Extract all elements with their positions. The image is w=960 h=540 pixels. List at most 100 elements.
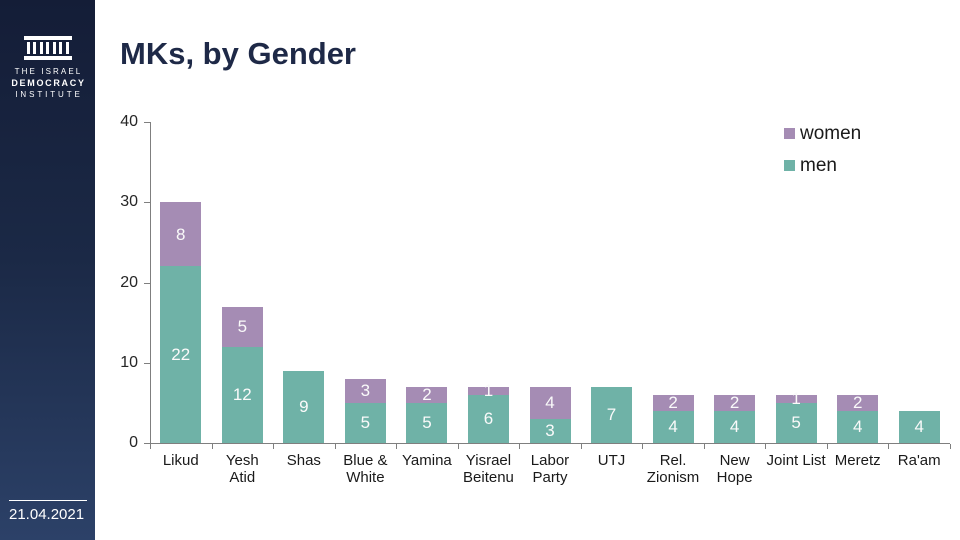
bar-value-label: 3: [360, 381, 371, 401]
y-axis-tick: [144, 122, 150, 123]
bar-women-labor-party: 4: [529, 386, 571, 419]
logo-text-line-1: THE ISRAEL: [14, 67, 83, 76]
bar-value-label: 2: [422, 385, 432, 405]
x-axis-tick: [888, 444, 890, 449]
bar-value-label: 9: [299, 397, 309, 417]
x-axis-line: [150, 443, 950, 444]
x-axis-tick: [457, 444, 459, 449]
bar-value-label: 4: [668, 417, 678, 437]
x-axis-tick: [950, 444, 951, 449]
legend-swatch-men: [784, 160, 795, 171]
x-tick-label-yisrael-beitenu: Yisrael Beitenu: [463, 452, 514, 486]
legend-item-women: women: [784, 123, 861, 144]
bar-women-yesh-atid: 5: [221, 306, 263, 347]
x-axis-tick: [273, 444, 275, 449]
x-axis-tick: [765, 444, 767, 449]
bar-men-joint-list: 5: [775, 402, 817, 443]
logo-text-line-2: DEMOCRACY: [11, 78, 86, 88]
slide-date: 21.04.2021: [9, 500, 87, 523]
bar-value-label: 8: [176, 224, 186, 244]
bar-value-label: 22: [171, 345, 191, 365]
x-axis-tick: [519, 444, 521, 449]
bar-value-label: 2: [729, 393, 740, 413]
x-tick-label-yesh-atid: Yesh Atid: [225, 452, 259, 486]
logo-text-line-3: INSTITUTE: [15, 90, 83, 99]
bar-value-label: 6: [483, 409, 494, 429]
y-tick-label: 10: [120, 353, 138, 371]
x-tick-label-yamina: Yamina: [402, 452, 452, 469]
bar-value-label: 5: [360, 413, 371, 433]
bar-men-meretz: 4: [837, 410, 879, 443]
bar-value-label: 1: [791, 389, 801, 409]
bar-women-yisrael-beitenu: 1: [467, 382, 509, 399]
bar-value-label: 1: [483, 381, 494, 401]
x-axis-tick: [826, 444, 828, 449]
x-tick-label-new-hope: New Hope: [716, 452, 753, 486]
temple-columns: [26, 42, 69, 54]
y-axis-line: [150, 122, 151, 444]
bar-men-rel-zionism: 4: [652, 410, 694, 443]
bar-women-new-hope: 2: [714, 393, 756, 413]
bar-value-label: 4: [729, 417, 740, 437]
bar-women-joint-list: 1: [775, 390, 817, 407]
x-axis-tick: [396, 444, 398, 449]
bar-men-blue-white: 5: [344, 402, 386, 443]
bar-value-label: 2: [668, 393, 678, 413]
x-tick-label-shas: Shas: [286, 452, 321, 469]
y-axis-tick: [144, 282, 150, 284]
bar-value-label: 3: [545, 421, 555, 441]
legend-item-men: men: [784, 155, 837, 176]
bar-men-likud: 22: [160, 266, 202, 443]
temple-columns-icon: [23, 36, 72, 60]
bar-women-likud: 8: [160, 202, 202, 267]
y-tick-label: 0: [129, 434, 138, 451]
sidebar: THE ISRAEL DEMOCRACY INSTITUTE 21.04.202…: [0, 0, 95, 540]
bar-value-label: 7: [606, 405, 617, 425]
bar-value-label: 4: [914, 417, 924, 437]
y-axis-tick: [144, 443, 150, 444]
bar-men-utj: 7: [591, 386, 633, 443]
y-tick-label: 40: [120, 113, 138, 130]
y-axis-tick: [144, 202, 150, 204]
y-tick-label: 30: [120, 193, 138, 211]
bar-men-new-hope: 4: [714, 410, 756, 443]
bar-men-ra-am: 4: [898, 410, 940, 443]
bar-women-rel-zionism: 2: [652, 393, 694, 413]
bar-value-label: 12: [232, 385, 252, 405]
page-title: MKs, by Gender: [120, 36, 356, 71]
legend-label: men: [800, 155, 837, 176]
bar-men-yesh-atid: 12: [221, 346, 263, 443]
bar-value-label: 5: [791, 413, 801, 433]
temple-bottom-bar: [23, 56, 72, 60]
x-axis-tick: [642, 444, 644, 449]
x-axis-tick: [150, 444, 151, 449]
bar-men-labor-party: 3: [529, 418, 571, 443]
x-tick-label-joint-list: Joint List: [766, 452, 826, 469]
bar-value-label: 5: [422, 413, 432, 433]
legend-label: women: [800, 123, 862, 144]
bar-women-meretz: 2: [837, 393, 879, 413]
bar-value-label: 4: [545, 393, 555, 413]
bar-men-shas: 9: [283, 370, 325, 443]
bar-value-label: 2: [852, 393, 863, 413]
x-tick-label-meretz: Meretz: [834, 452, 881, 469]
x-tick-label-likud: Likud: [162, 452, 199, 469]
legend-swatch-women: [784, 128, 795, 139]
y-axis-tick: [144, 362, 150, 364]
x-axis-tick: [703, 444, 705, 449]
x-axis-tick: [580, 444, 582, 449]
x-tick-label-utj: UTJ: [597, 452, 626, 469]
x-axis-tick: [334, 444, 336, 449]
x-tick-label-ra-am: Ra'am: [897, 452, 941, 469]
bar-men-yisrael-beitenu: 6: [467, 394, 509, 443]
x-axis-tick: [211, 444, 213, 449]
x-tick-label-blue-white: Blue & White: [343, 452, 388, 486]
bar-value-label: 5: [237, 317, 248, 337]
y-tick-label: 20: [120, 273, 138, 291]
idi-logo: THE ISRAEL DEMOCRACY INSTITUTE: [0, 36, 95, 99]
x-tick-label-rel-zionism: Rel. Zionism: [646, 452, 700, 486]
bar-women-yamina: 2: [406, 385, 448, 405]
bar-women-blue-white: 3: [344, 378, 386, 403]
